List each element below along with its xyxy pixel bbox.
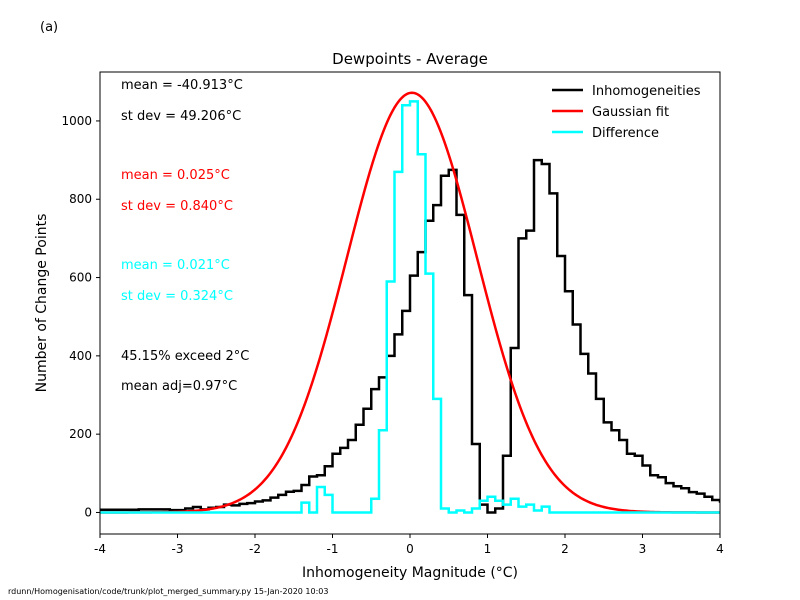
legend-label: Gaussian fit: [592, 105, 669, 120]
chart-title: Dewpoints - Average: [332, 50, 488, 68]
annotation-text: st dev = 49.206°C: [121, 109, 241, 124]
plot-area: -4 -3 -2 -1 0 1 2 3 4 0 200 400 600 800 1000 mean = -40…: [61, 71, 724, 556]
x-tick-label: -2: [249, 542, 261, 556]
x-tick-label: -3: [172, 542, 184, 556]
y-axis-label: Number of Change Points: [34, 214, 50, 393]
annotation-text: mean = 0.025°C: [121, 168, 230, 183]
x-tick-label: 1: [484, 542, 492, 556]
footer-note: rdunn/Homogenisation/code/trunk/plot_mer…: [8, 587, 328, 596]
annotation-text: mean = 0.021°C: [121, 258, 230, 273]
legend-label: Inhomogeneities: [592, 84, 701, 99]
y-tick-label: 200: [69, 427, 92, 441]
x-tick-label: -1: [327, 542, 339, 556]
x-tick-label: 2: [561, 542, 569, 556]
annotation-text: 45.15% exceed 2°C: [121, 349, 249, 364]
x-tick-label: 3: [639, 542, 647, 556]
y-tick-label: 600: [69, 271, 92, 285]
x-tick-label: 4: [716, 542, 724, 556]
x-tick-label: -4: [94, 542, 106, 556]
annotation-text: st dev = 0.840°C: [121, 199, 233, 214]
series-line-difference: [100, 100, 720, 514]
y-tick-label: 0: [84, 505, 92, 519]
legend-label: Difference: [592, 126, 659, 141]
x-axis-label: Inhomogeneity Magnitude (°C): [302, 565, 518, 581]
panel-label: (a): [40, 20, 58, 35]
series-line-gaussian-fit: [100, 91, 720, 514]
y-tick-label: 800: [69, 192, 92, 206]
y-tick-label: 1000: [61, 114, 92, 128]
annotation-text: mean = -40.913°C: [121, 78, 243, 93]
y-tick-label: 400: [69, 349, 92, 363]
x-tick-label: 0: [406, 542, 414, 556]
series-line-inhomogeneities: [100, 158, 720, 514]
annotation-text: st dev = 0.324°C: [121, 289, 233, 304]
annotation-text: mean adj=0.97°C: [121, 379, 237, 394]
